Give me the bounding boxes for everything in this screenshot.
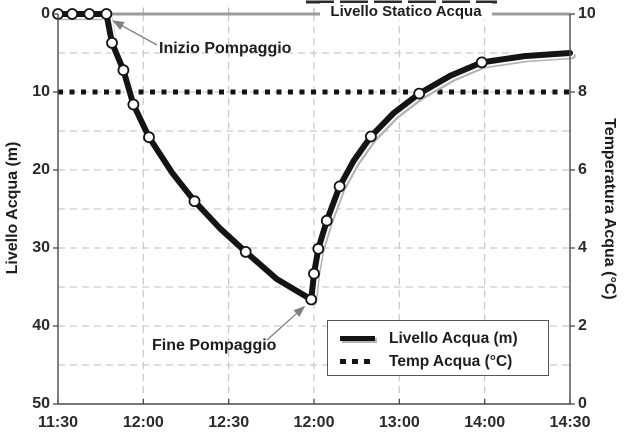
data-point-marker	[106, 37, 118, 49]
axis-ticks	[53, 13, 575, 405]
data-point-marker	[239, 245, 252, 258]
solid-line-swatch-icon	[340, 336, 375, 341]
data-point-marker	[127, 98, 140, 111]
legend-item-temperature: Temp Acqua (°C)	[340, 350, 548, 373]
y-left-tick-label: 30	[32, 239, 50, 256]
y-axis-right-title: Temperatura Acqua (°C)	[601, 118, 618, 300]
data-point-marker	[66, 8, 79, 20]
data-point-marker	[83, 8, 96, 20]
y-left-tick-label: 40	[32, 317, 50, 334]
y-right-tick-label: 10	[578, 5, 596, 22]
x-tick-label: 14:00	[464, 414, 506, 431]
y-left-tick-label: 50	[32, 395, 50, 412]
legend-label-temperature: Temp Acqua (°C)	[389, 352, 513, 370]
y-left-tick-label: 0	[41, 5, 50, 22]
y-right-tick-label: 4	[578, 239, 587, 256]
y-left-tick-label: 20	[32, 161, 50, 178]
data-point-marker	[188, 195, 201, 208]
data-point-marker	[117, 64, 130, 77]
x-tick-label: 13:00	[378, 414, 420, 431]
data-point-marker	[143, 131, 155, 144]
legend-item-water-level: Livello Acqua (m)	[340, 327, 548, 350]
x-tick-label: 12:00	[293, 414, 335, 431]
data-point-marker	[413, 87, 426, 100]
data-point-marker	[312, 242, 325, 255]
data-point-marker	[320, 214, 333, 227]
static-water-level-label: Livello Statico Acqua	[320, 3, 492, 20]
data-point-marker	[308, 267, 320, 280]
data-point-marker	[333, 180, 346, 193]
pump-start-arrow	[112, 20, 158, 46]
legend-label-water-level: Livello Acqua (m)	[389, 329, 518, 347]
pump-start-annotation: Inizio Pompaggio	[159, 40, 292, 57]
y-right-tick-label: 2	[578, 317, 587, 334]
x-tick-label: 11:30	[37, 414, 79, 431]
x-tick-label: 12:30	[208, 414, 250, 431]
data-point-marker	[100, 8, 113, 20]
y-right-tick-label: 8	[578, 83, 587, 100]
y-right-tick-label: 0	[578, 395, 587, 412]
dotted-line-swatch-icon	[340, 359, 375, 364]
x-tick-label: 12:00	[122, 414, 164, 431]
y-left-tick-label: 10	[32, 83, 50, 100]
y-right-tick-label: 6	[578, 161, 587, 178]
data-point-marker	[305, 293, 318, 306]
pump-end-annotation: Fine Pompaggio	[152, 337, 277, 354]
data-point-marker	[475, 56, 488, 69]
data-point-marker	[364, 130, 377, 143]
pump-end-arrow	[266, 305, 306, 341]
x-tick-label: 14:30	[549, 414, 591, 431]
data-point-markers	[52, 8, 488, 306]
legend: Livello Acqua (m) Temp Acqua (°C)	[327, 320, 549, 376]
y-axis-left-title: Livello Acqua (m)	[4, 141, 21, 275]
